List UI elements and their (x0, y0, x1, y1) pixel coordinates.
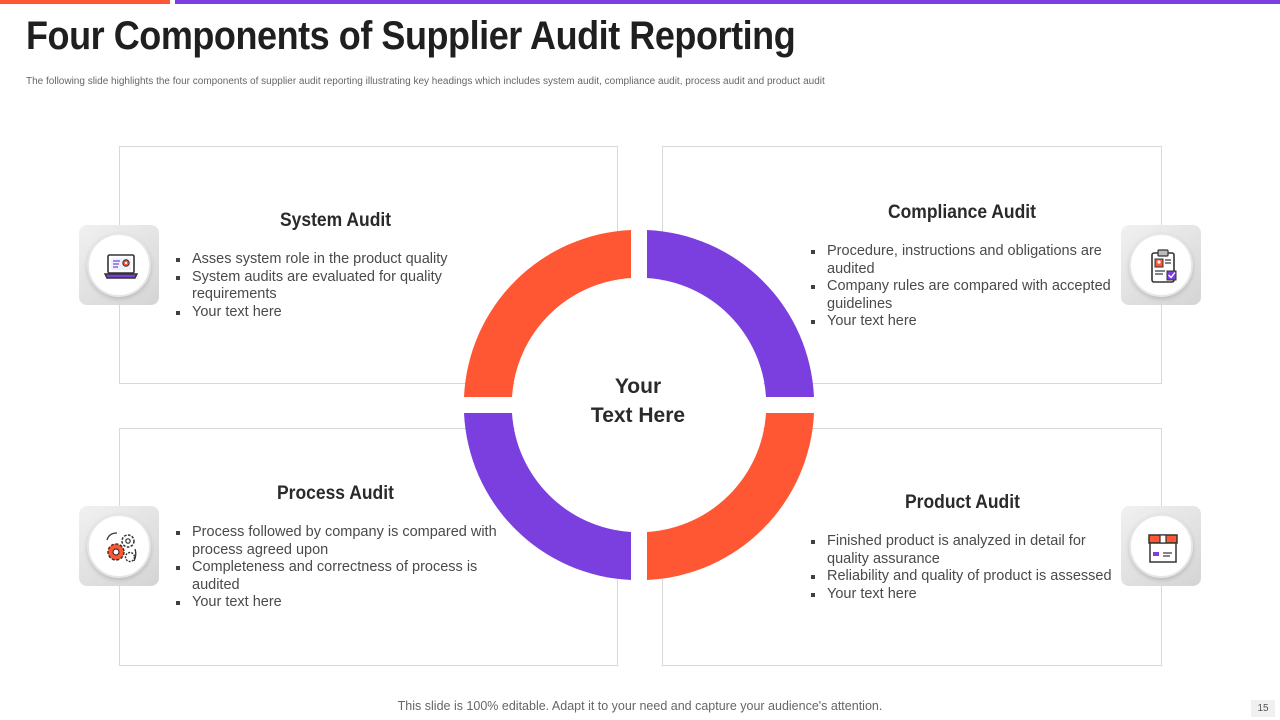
gears-icon (106, 532, 137, 563)
center-ring-diagram (464, 230, 814, 580)
ring-inner-circle (513, 279, 765, 531)
bullet-item: Asses system role in the product quality (174, 251, 464, 269)
laptop-settings-icon (103, 254, 139, 279)
system-audit-bullets: Asses system role in the product quality… (174, 251, 464, 321)
center-text: Your Text Here (563, 372, 713, 430)
bullet-item: Company rules are compared with accepted… (809, 278, 1121, 313)
slide-title: Four Components of Supplier Audit Report… (26, 14, 796, 58)
top-accent-bar-purple (175, 0, 1280, 4)
bullet-item: Your text here (809, 313, 1121, 331)
center-text-line1: Your (614, 375, 662, 398)
bullet-item: Process followed by company is compared … (174, 524, 509, 559)
ring-segment-top-right (647, 230, 814, 397)
bullet-item: Your text here (809, 586, 1124, 604)
ring-segment-top-left (464, 230, 631, 397)
system-audit-icon-box (79, 225, 159, 305)
top-accent-bar-orange (0, 0, 170, 4)
footer-note: This slide is 100% editable. Adapt it to… (397, 699, 883, 713)
product-audit-icon-box (1121, 506, 1201, 586)
compliance-audit-bullets: Procedure, instructions and obligations … (809, 243, 1121, 331)
bullet-item: Procedure, instructions and obligations … (809, 243, 1121, 278)
center-text-line2: Text Here (590, 404, 686, 427)
process-audit-bullets: Process followed by company is compared … (174, 524, 509, 612)
slide-subtitle: The following slide highlights the four … (26, 76, 825, 87)
bullet-item: Your text here (174, 594, 509, 612)
bullet-item: Completeness and correctness of process … (174, 559, 509, 594)
system-audit-heading: System Audit (280, 210, 392, 231)
compliance-audit-heading: Compliance Audit (888, 202, 1036, 223)
process-audit-heading: Process Audit (277, 483, 394, 504)
page-number: 15 (1251, 700, 1275, 717)
bullet-item: Finished product is analyzed in detail f… (809, 533, 1124, 568)
bullet-item: Your text here (174, 304, 464, 322)
bullet-item: Reliability and quality of product is as… (809, 568, 1124, 586)
ring-segment-bottom-left (464, 413, 631, 580)
bullet-item: System audits are evaluated for quality … (174, 269, 464, 304)
product-box-icon (1148, 534, 1178, 563)
clipboard-check-icon (1151, 249, 1177, 283)
product-audit-bullets: Finished product is analyzed in detail f… (809, 533, 1124, 603)
process-audit-icon-box (79, 506, 159, 586)
ring-segment-bottom-right (647, 413, 814, 580)
compliance-audit-icon-box (1121, 225, 1201, 305)
product-audit-heading: Product Audit (905, 492, 1020, 513)
